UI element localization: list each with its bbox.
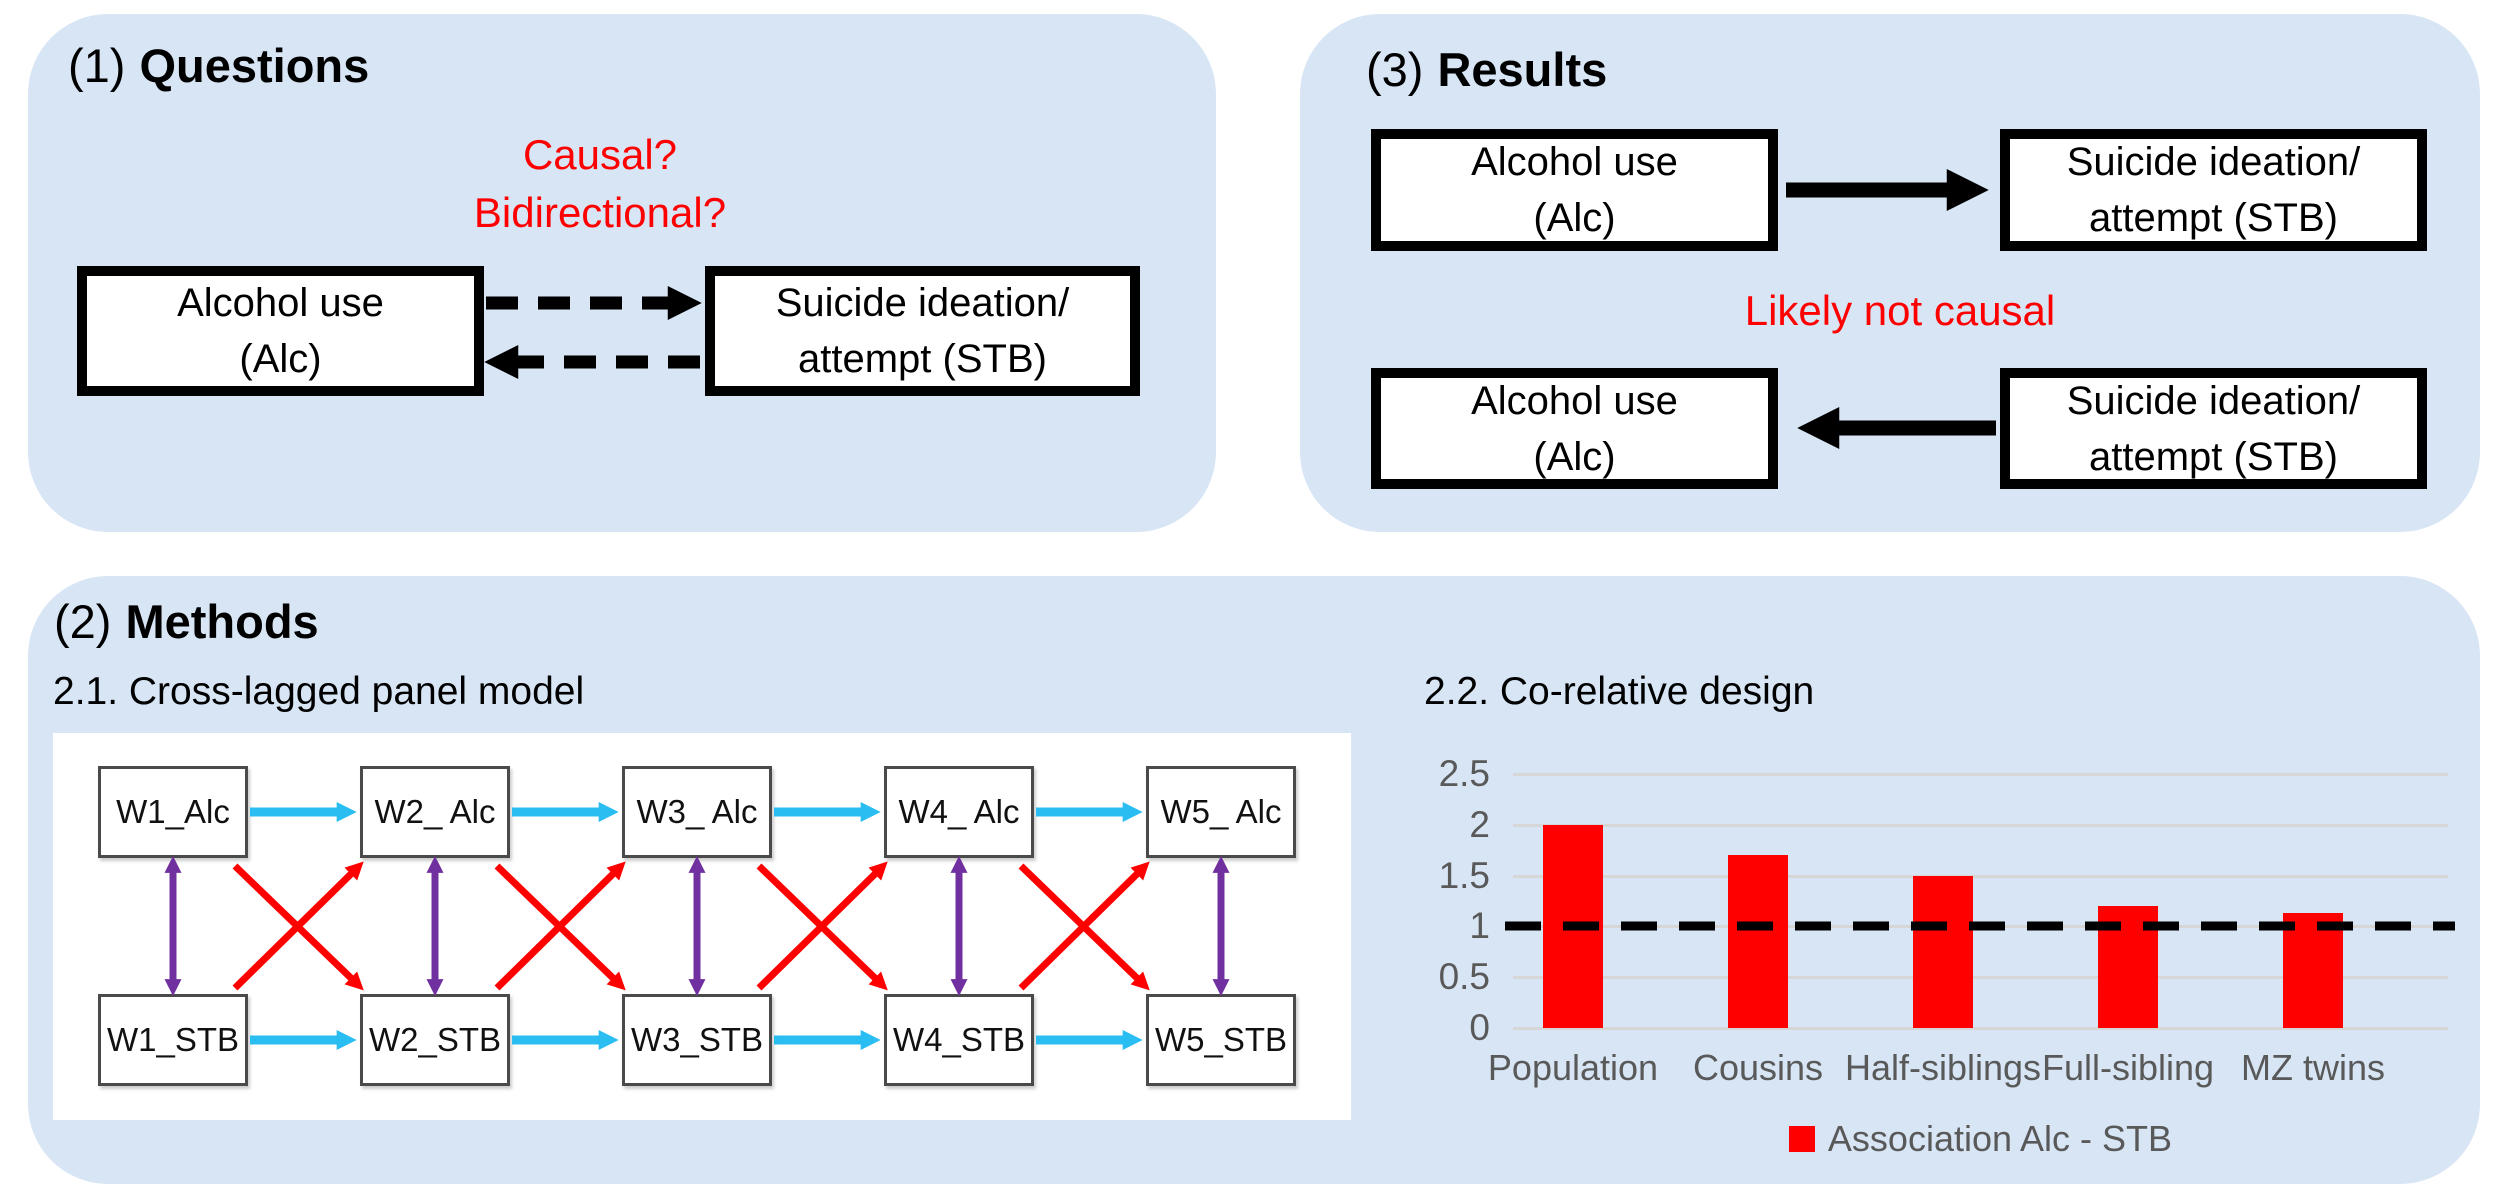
x-category-label: Half-siblings [1844, 1047, 2042, 1088]
gridline-2 [1513, 824, 2448, 827]
clpm-box-W3_Alc: W3_ Alc [622, 766, 772, 858]
box-text-line: Alcohol use [1471, 378, 1678, 423]
bar-half-siblings [1913, 876, 1973, 1028]
gridline-0 [1513, 1027, 2448, 1030]
x-category-label: MZ twins [2241, 1047, 2385, 1088]
box-text-line: Suicide ideation/ [775, 281, 1070, 325]
bar-full-sibling [2098, 906, 2158, 1028]
questions-alcohol-box: Alcohol use (Alc) [77, 266, 484, 396]
box-text-line: attempt (STB) [2089, 196, 2338, 240]
y-tick-label: 0.5 [1438, 956, 1490, 997]
legend-label: Association Alc - STB [1827, 1118, 2173, 1159]
clpm-box-W4_STB: W4_STB [884, 994, 1034, 1086]
y-tick-label: 1.5 [1438, 855, 1490, 896]
box-text-line: attempt (STB) [2089, 434, 2338, 479]
results-number: (3) [1366, 43, 1424, 96]
results-row1-alcohol-box: Alcohol use (Alc) [1371, 129, 1778, 251]
bar-population [1543, 825, 1603, 1028]
clpm-box-W1_STB: W1_STB [98, 994, 248, 1086]
subsection-cross-lagged-title: 2.1. Cross-lagged panel model [53, 670, 585, 713]
y-tick-label: 2 [1469, 804, 1490, 845]
y-tick-label: 0 [1469, 1007, 1490, 1048]
legend-swatch [1788, 1126, 1815, 1152]
bar-cousins [1728, 855, 1788, 1028]
methods-title: (2) Methods [54, 595, 319, 648]
box-text-line: (Alc) [239, 337, 322, 381]
results-title: (3) Results [1366, 43, 1608, 96]
box-text-line: Alcohol use [1471, 140, 1678, 184]
results-row1-stb-box: Suicide ideation/ attempt (STB) [2000, 129, 2427, 251]
results-row2-alcohol-box: Alcohol use (Alc) [1371, 368, 1778, 489]
annotation-bidirectional: Bidirectional? [473, 189, 727, 236]
results-annotation: Likely not causal [1744, 287, 2056, 334]
subsection-co-relative-title: 2.2. Co-relative design [1424, 670, 1815, 713]
clpm-box-W5_Alc: W5_ Alc [1146, 766, 1296, 858]
box-text-line: attempt (STB) [798, 337, 1047, 381]
annotation-causal: Causal? [522, 131, 678, 178]
box-text-line: Suicide ideation/ [2066, 140, 2361, 184]
questions-annotation: Causal? Bidirectional? [320, 126, 880, 242]
clpm-box-W4_Alc: W4_ Alc [884, 766, 1034, 858]
gridline-1.5 [1513, 875, 2448, 878]
x-category-label: Population [1487, 1047, 1659, 1088]
gridline-2.5 [1513, 773, 2448, 776]
box-text-line: (Alc) [1533, 196, 1616, 240]
results-row2-stb-box: Suicide ideation/ attempt (STB) [2000, 368, 2427, 489]
bar-mz-twins [2283, 913, 2343, 1028]
questions-title: (1) Questions [68, 39, 370, 92]
box-text-line: Alcohol use [177, 281, 384, 325]
y-tick-label: 1 [1469, 905, 1490, 946]
clpm-box-W2_Alc: W2_ Alc [360, 766, 510, 858]
clpm-box-W2_STB: W2_STB [360, 994, 510, 1086]
gridline-0.5 [1513, 976, 2448, 979]
y-tick-label: 2.5 [1438, 753, 1490, 794]
x-category-label: Cousins [1692, 1047, 1824, 1088]
box-text-line: (Alc) [1533, 434, 1616, 479]
questions-number: (1) [68, 39, 126, 92]
x-category-label: Full-sibling [2041, 1047, 2215, 1088]
box-text-line: Suicide ideation/ [2066, 378, 2361, 423]
chart-legend: Association Alc - STB [1513, 1118, 2448, 1160]
questions-stb-box: Suicide ideation/ attempt (STB) [705, 266, 1140, 396]
methods-number: (2) [54, 595, 112, 648]
clpm-box-W5_STB: W5_STB [1146, 994, 1296, 1086]
